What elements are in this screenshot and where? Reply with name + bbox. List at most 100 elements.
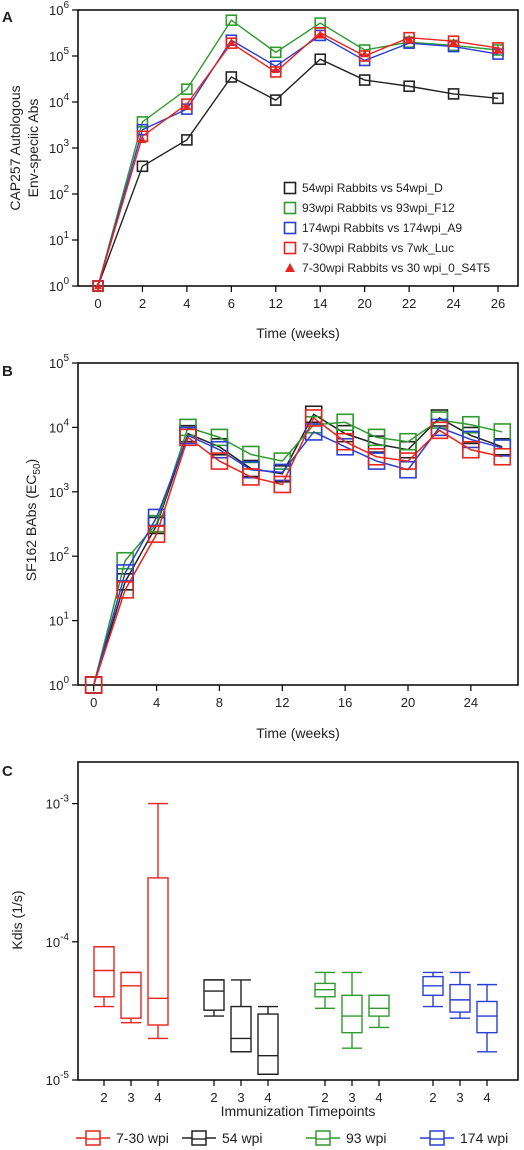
panel-a-point — [227, 38, 236, 46]
panel-b-point — [179, 428, 197, 447]
panel-a-point — [447, 35, 460, 47]
panel-b-xtick-label: 12 — [275, 695, 289, 710]
panel-a-legend-label: 93wpi Rabbits vs 93wpi_F12 — [302, 201, 455, 215]
panel-b-point — [462, 430, 480, 449]
panel-b-point — [462, 415, 480, 434]
panel-b-point — [147, 525, 166, 543]
panel-b-ytick-label: 100 — [49, 675, 69, 693]
panel-a-series-line — [97, 19, 499, 287]
panel-a-xtick-label: 0 — [94, 296, 101, 311]
panel-b-series-line — [92, 426, 503, 686]
panel-b-point — [493, 447, 512, 466]
panel-a-legend-label: 174wpi Rabbits vs 174wpi_A9 — [302, 221, 462, 235]
panel-c-xtick-label: 2 — [210, 1090, 217, 1105]
panel-b-xlabel: Time (weeks) — [256, 725, 340, 741]
panel-b-point — [304, 409, 323, 427]
panel-b-point — [430, 421, 449, 440]
panel-a-ylabel-line2: Env-speciic Abs — [25, 99, 41, 198]
panel-c-xlabel: Immunization Timepoints — [221, 1103, 376, 1119]
panel-b-ytick-label-exp: 5 — [63, 353, 69, 364]
panel-b-ytick-label-exp: 2 — [63, 546, 69, 557]
panel-b-point — [273, 475, 292, 494]
panel-b-point — [210, 440, 229, 459]
panel-b-xtick-label: 4 — [153, 695, 160, 710]
panel-c-xtick-label: 3 — [237, 1090, 244, 1105]
panel-a-legend-marker — [283, 221, 297, 235]
panel-b-ytick-label-base: 10 — [49, 420, 63, 435]
panel-a-point — [403, 80, 415, 93]
panel-b-point — [462, 440, 480, 459]
panel-b-point — [336, 432, 354, 451]
panel-b-ytick-label: 104 — [49, 417, 69, 435]
panel-a: A CAP257 Autologous Env-speciic Abs Time… — [2, 0, 519, 341]
panel-a-point — [494, 45, 502, 53]
panel-a-point — [94, 282, 102, 290]
panel-b-xtick-label: 20 — [401, 695, 415, 710]
panel-a-legend-label: 54wpi Rabbits vs 54wpi_D — [302, 181, 443, 195]
panel-a-xtick-label: 20 — [357, 296, 371, 311]
panel-a-point — [316, 30, 325, 38]
panel-a-ytick-label-exp: 3 — [63, 138, 69, 149]
panel-a-ytick-label-base: 10 — [49, 187, 63, 202]
panel-a-point — [447, 88, 460, 100]
panel-a-legend-marker — [283, 181, 297, 195]
panel-c-xtick-label: 2 — [429, 1090, 436, 1105]
panel-b-point — [210, 452, 229, 470]
panel-c-xtick-label: 2 — [321, 1090, 328, 1105]
panel-b-ylabel-sub: 50 — [32, 463, 43, 475]
panel-c-legend-label: 93 wpi — [346, 1130, 386, 1146]
panel-b-ytick-label-base: 10 — [49, 614, 63, 629]
panel-b-ytick-label: 105 — [49, 353, 69, 371]
panel-a-ytick-label: 104 — [49, 92, 69, 110]
panel-b-point — [116, 581, 134, 599]
panel-c-box — [147, 877, 169, 1026]
panel-c-xtick-label: 2 — [100, 1090, 107, 1105]
panel-b-ylabel: SF162 BAbs (EC50) — [23, 459, 43, 581]
panel-c-legend-label: 54 wpi — [222, 1130, 262, 1146]
panel-a-xtick-label: 6 — [228, 296, 235, 311]
panel-a-point — [360, 50, 369, 58]
panel-c-ytick-label-exp: -5 — [60, 1070, 69, 1081]
panel-b-ytick-label-exp: 4 — [63, 417, 69, 428]
panel-b-ylabel-main: SF162 BAbs (EC — [23, 475, 39, 582]
panel-a-point — [225, 14, 238, 27]
panel-b-point — [242, 468, 260, 486]
panel-a-ytick-label-exp: 0 — [63, 276, 69, 287]
panel-b-ytick-label-base: 10 — [49, 356, 63, 371]
panel-b-point — [210, 428, 229, 447]
panel-c-box — [120, 971, 142, 1019]
panel-c-box — [476, 1000, 498, 1034]
panel-c-legend-marker — [315, 1130, 331, 1146]
panel-b-point — [116, 564, 134, 582]
panel-a-ytick-label: 102 — [49, 184, 69, 202]
panel-a-xtick-label: 4 — [183, 296, 190, 311]
panel-a-ytick-label-exp: 5 — [63, 46, 69, 57]
panel-b-point — [399, 452, 417, 470]
panel-b-ytick-label: 101 — [49, 611, 69, 629]
panel-a-ytick-label: 105 — [49, 46, 69, 64]
panel-a-point — [314, 26, 327, 39]
panel-b-point — [116, 551, 134, 570]
panel-c-letter: C — [2, 763, 13, 780]
panel-a-ytick-label-base: 10 — [49, 141, 63, 156]
panel-a-series-line — [97, 31, 499, 287]
panel-a-ytick-label-base: 10 — [49, 233, 63, 248]
panel-b-ytick-label-exp: 0 — [63, 675, 69, 686]
panel-b-point — [84, 676, 103, 694]
panel-a-point — [492, 42, 504, 54]
panel-b-point — [304, 423, 323, 441]
panel-b-xtick-label: 0 — [90, 695, 97, 710]
panel-a-letter: A — [2, 9, 13, 26]
panel-c-xtick-label: 4 — [264, 1090, 271, 1105]
panel-c-ytick-label-base: 10 — [46, 1073, 60, 1088]
panel-c-ytick-label: 10-3 — [46, 794, 70, 812]
panel-a-point — [181, 134, 193, 146]
panel-c-xtick-label: 4 — [375, 1090, 382, 1105]
panel-c-ytick-label: 10-5 — [46, 1070, 70, 1088]
panel-a-point — [405, 34, 414, 42]
panel-b-ytick-label-base: 10 — [49, 549, 63, 564]
panel-b-xtick-label: 24 — [464, 695, 478, 710]
panel-a-point — [492, 92, 504, 105]
panel-b-xtick-label: 16 — [338, 695, 352, 710]
